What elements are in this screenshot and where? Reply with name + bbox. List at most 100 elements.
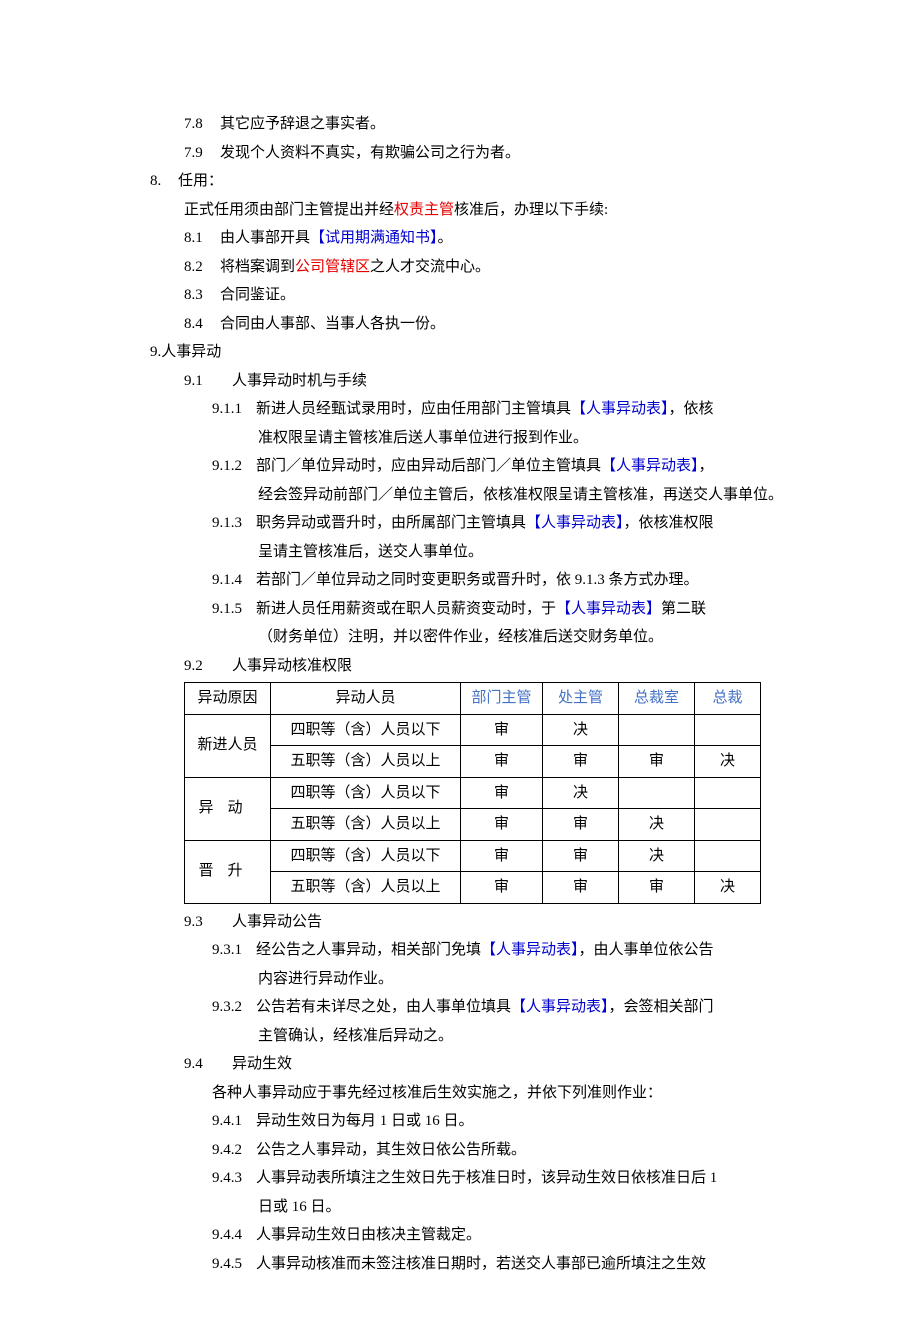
text-9-3: 人事异动公告: [232, 908, 810, 937]
item-8-1: 8.1 由人事部开具【试用期满通知书】。: [130, 224, 810, 253]
num-9-1-4: 9.1.4: [212, 566, 256, 595]
text-7-9: 发现个人资料不真实，有欺骗公司之行为者。: [220, 139, 810, 168]
cell-value: 审: [461, 714, 543, 746]
item-9-1-5-cont: （财务单位）注明，并以密件作业，经核准后送交财务单位。: [258, 623, 810, 652]
table-row: 五职等（含）人员以上审审审决: [185, 872, 761, 904]
link-form-912: 【人事异动表】: [601, 458, 699, 474]
link-form-932: 【人事异动表】: [511, 999, 609, 1015]
cell-value: 决: [695, 746, 761, 778]
text-9-4-4: 人事异动生效日由核决主管裁定。: [256, 1221, 810, 1250]
cell-value: [619, 777, 695, 809]
item-9-4-5: 9.4.5 人事异动核准而未签注核准日期时，若送交人事部已逾所填注之生效: [130, 1250, 810, 1279]
num-9-1-1: 9.1.1: [212, 395, 256, 424]
text-9-1-4: 若部门／单位异动之同时变更职务或晋升时，依 9.1.3 条方式办理。: [256, 566, 810, 595]
text-9-4-1: 异动生效日为每月 1 日或 16 日。: [256, 1107, 810, 1136]
text-9-3-2: 公告若有未详尽之处，由人事单位填具【人事异动表】，会签相关部门: [256, 993, 810, 1022]
cell-value: 审: [543, 840, 619, 872]
item-9-1-1-cont: 准权限呈请主管核准后送人事单位进行报到作业。: [258, 424, 810, 453]
text-9-2: 人事异动核准权限: [232, 652, 810, 681]
item-9-1-2: 9.1.2 部门／单位异动时，应由异动后部门／单位主管填具【人事异动表】，: [130, 452, 810, 481]
text-9-3-1: 经公告之人事异动，相关部门免填【人事异动表】，由人事单位依公告: [256, 936, 810, 965]
text-9-1-5: 新进人员任用薪资或在职人员薪资变动时，于【人事异动表】第二联: [256, 595, 810, 624]
table-row: 新进人员四职等（含）人员以下审决: [185, 714, 761, 746]
text-9-4: 异动生效: [232, 1050, 810, 1079]
item-9-2: 9.2 人事异动核准权限: [130, 652, 810, 681]
cell-value: [619, 714, 695, 746]
cell-person: 五职等（含）人员以上: [271, 746, 461, 778]
num-9-3-1: 9.3.1: [212, 936, 256, 965]
th-dept: 部门主管: [461, 683, 543, 715]
item-9-4-4: 9.4.4 人事异动生效日由核决主管裁定。: [130, 1221, 810, 1250]
cell-value: 审: [461, 746, 543, 778]
cell-value: 决: [695, 872, 761, 904]
num-8-3: 8.3: [184, 281, 220, 310]
text-9-4-5: 人事异动核准而未签注核准日期时，若送交人事部已逾所填注之生效: [256, 1250, 810, 1279]
item-9-1: 9.1 人事异动时机与手续: [130, 367, 810, 396]
item-9-4-2: 9.4.2 公告之人事异动，其生效日依公告所载。: [130, 1136, 810, 1165]
intro-post: 核准后，办理以下手续:: [454, 202, 608, 218]
item-9-1-1: 9.1.1 新进人员经甄试录用时，应由任用部门主管填具【人事异动表】，依核: [130, 395, 810, 424]
link-form-913: 【人事异动表】: [526, 515, 624, 531]
cell-value: 决: [619, 840, 695, 872]
item-9-1-5: 9.1.5 新进人员任用薪资或在职人员薪资变动时，于【人事异动表】第二联: [130, 595, 810, 624]
table-body: 新进人员四职等（含）人员以下审决五职等（含）人员以上审审审决异动四职等（含）人员…: [185, 714, 761, 903]
num-8: 8.: [150, 167, 178, 196]
text-9-1: 人事异动时机与手续: [232, 367, 810, 396]
text-9-1-3: 职务异动或晋升时，由所属部门主管填具【人事异动表】，依核准权限: [256, 509, 810, 538]
cell-value: [695, 714, 761, 746]
item-9-1-2-cont: 经会签异动前部门／单位主管后，依核准权限呈请主管核准，再送交人事单位。: [258, 481, 810, 510]
cell-reason: 新进人员: [185, 714, 271, 777]
cell-value: [695, 777, 761, 809]
cell-value: 审: [461, 777, 543, 809]
item-8-4: 8.4 合同由人事部、当事人各执一份。: [130, 310, 810, 339]
cell-value: 审: [543, 809, 619, 841]
cell-person: 四职等（含）人员以下: [271, 714, 461, 746]
link-form-931: 【人事异动表】: [481, 942, 579, 958]
text-8-1: 由人事部开具【试用期满通知书】。: [220, 224, 810, 253]
item-9-1-3-cont: 呈请主管核准后，送交人事单位。: [258, 538, 810, 567]
item-9-1-4: 9.1.4 若部门／单位异动之同时变更职务或晋升时，依 9.1.3 条方式办理。: [130, 566, 810, 595]
num-8-4: 8.4: [184, 310, 220, 339]
item-8: 8. 任用：: [130, 167, 810, 196]
cell-person: 五职等（含）人员以上: [271, 809, 461, 841]
item-9-3-1: 9.3.1 经公告之人事异动，相关部门免填【人事异动表】，由人事单位依公告: [130, 936, 810, 965]
cell-value: 审: [543, 872, 619, 904]
cell-person: 四职等（含）人员以下: [271, 840, 461, 872]
cell-value: 决: [543, 777, 619, 809]
text-9-4-2: 公告之人事异动，其生效日依公告所载。: [256, 1136, 810, 1165]
cell-value: 决: [543, 714, 619, 746]
cell-value: 审: [461, 872, 543, 904]
num-9-4: 9.4: [184, 1050, 232, 1079]
red-district: 公司管辖区: [295, 259, 370, 275]
th-reason: 异动原因: [185, 683, 271, 715]
cell-value: 决: [619, 809, 695, 841]
item-9: 9.人事异动: [150, 338, 810, 367]
cell-reason: 晋升: [185, 840, 271, 903]
th-pres: 总裁: [695, 683, 761, 715]
num-9-1-2: 9.1.2: [212, 452, 256, 481]
text-8-2: 将档案调到公司管辖区之人才交流中心。: [220, 253, 810, 282]
item-8-2: 8.2 将档案调到公司管辖区之人才交流中心。: [130, 253, 810, 282]
num-9-1-5: 9.1.5: [212, 595, 256, 624]
num-9-3-2: 9.3.2: [212, 993, 256, 1022]
cell-value: 审: [619, 746, 695, 778]
table-header-row: 异动原因 异动人员 部门主管 处主管 总裁室 总裁: [185, 683, 761, 715]
link-form-915: 【人事异动表】: [556, 601, 661, 617]
num-9-4-2: 9.4.2: [212, 1136, 256, 1165]
cell-value: 审: [461, 840, 543, 872]
num-8-2: 8.2: [184, 253, 220, 282]
num-7-9: 7.9: [184, 139, 220, 168]
text-9-4-3: 人事异动表所填注之生效日先于核准日时，该异动生效日依核准日后 1: [256, 1164, 810, 1193]
num-7-8: 7.8: [184, 110, 220, 139]
num-9-1: 9.1: [184, 367, 232, 396]
item-9-3-2: 9.3.2 公告若有未详尽之处，由人事单位填具【人事异动表】，会签相关部门: [130, 993, 810, 1022]
link-trial-notice: 【试用期满通知书】: [310, 230, 438, 246]
num-9-4-4: 9.4.4: [212, 1221, 256, 1250]
cell-person: 五职等（含）人员以上: [271, 872, 461, 904]
item-9-4-3-cont: 日或 16 日。: [258, 1193, 810, 1222]
table-row: 五职等（含）人员以上审审审决: [185, 746, 761, 778]
text-8-4: 合同由人事部、当事人各执一份。: [220, 310, 810, 339]
text-9-1-2: 部门／单位异动时，应由异动后部门／单位主管填具【人事异动表】，: [256, 452, 810, 481]
text-9-1-1: 新进人员经甄试录用时，应由任用部门主管填具【人事异动表】，依核: [256, 395, 810, 424]
intro-pre: 正式任用须由部门主管提出并经: [184, 202, 394, 218]
